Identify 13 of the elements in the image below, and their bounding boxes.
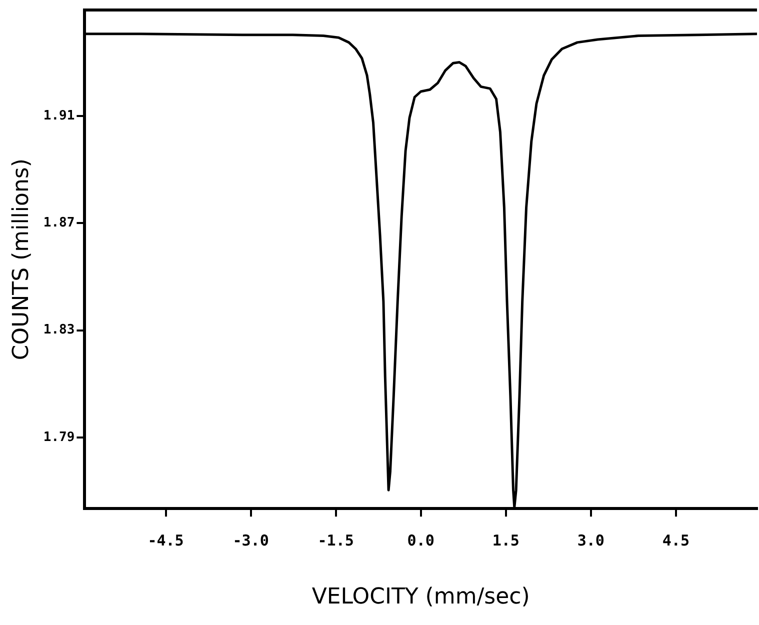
x-tick-label: -4.5: [148, 531, 184, 550]
x-tick-label: -3.0: [232, 531, 269, 550]
x-tick-label: 0.0: [407, 531, 434, 550]
x-tick-label: 1.5: [492, 531, 520, 550]
x-tick-label: 3.0: [577, 531, 604, 550]
y-tick-label: 1.79: [43, 430, 75, 445]
x-axis-title: VELOCITY (mm/sec): [312, 584, 530, 610]
y-tick-label: 1.83: [43, 322, 75, 338]
y-tick-label: 1.87: [43, 215, 75, 230]
x-tick-label: -1.5: [318, 531, 354, 550]
y-axis-title: COUNTS (millions): [8, 158, 34, 360]
x-tick-label: 4.5: [662, 531, 690, 550]
y-tick-label: 1.91: [43, 108, 75, 124]
